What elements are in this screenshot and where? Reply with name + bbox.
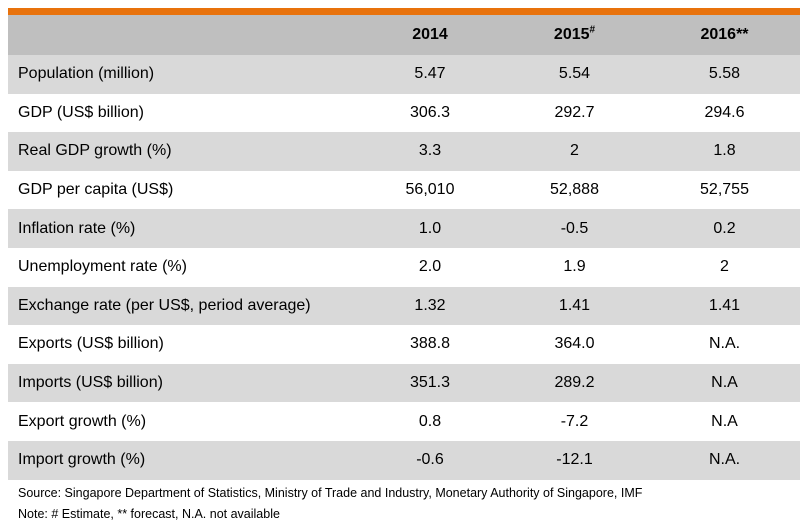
- table-row: Inflation rate (%) 1.0 -0.5 0.2: [8, 209, 800, 248]
- cell-value: N.A.: [649, 325, 800, 364]
- economic-indicators-table: 2014 2015# 2016** Population (million) 5…: [8, 15, 800, 480]
- row-label: Unemployment rate (%): [8, 247, 360, 287]
- cell-value: 1.41: [649, 286, 800, 326]
- cell-value: 2: [649, 247, 800, 287]
- cell-value: 3.3: [360, 132, 500, 171]
- row-label: Real GDP growth (%): [8, 132, 360, 171]
- row-label: Exports (US$ billion): [8, 325, 360, 364]
- cell-value: -0.6: [360, 440, 500, 480]
- cell-value: -0.5: [500, 209, 649, 248]
- cell-value: 1.8: [649, 132, 800, 171]
- row-label: Exchange rate (per US$, period average): [8, 286, 360, 326]
- cell-value: 306.3: [360, 93, 500, 133]
- table-row: Real GDP growth (%) 3.3 2 1.8: [8, 132, 800, 171]
- cell-value: 388.8: [360, 325, 500, 364]
- cell-value: 1.0: [360, 209, 500, 248]
- cell-value: 0.8: [360, 402, 500, 441]
- estimate-marker: #: [589, 24, 596, 36]
- table-row: Exchange rate (per US$, period average) …: [8, 286, 800, 326]
- row-label: Inflation rate (%): [8, 209, 360, 248]
- table-notes: Source: Singapore Department of Statisti…: [18, 483, 642, 525]
- table-header-row: 2014 2015# 2016**: [8, 15, 800, 55]
- row-label: GDP (US$ billion): [8, 93, 360, 133]
- table-row: GDP per capita (US$) 56,010 52,888 52,75…: [8, 170, 800, 210]
- cell-value: N.A: [649, 363, 800, 403]
- table-row: Export growth (%) 0.8 -7.2 N.A: [8, 402, 800, 441]
- cell-value: 1.9: [500, 247, 649, 287]
- cell-value: 5.47: [360, 55, 500, 94]
- cell-value: -12.1: [500, 440, 649, 480]
- cell-value: -7.2: [500, 402, 649, 441]
- source-note: Source: Singapore Department of Statisti…: [18, 486, 643, 500]
- table-row: Population (million) 5.47 5.54 5.58: [8, 55, 800, 94]
- cell-value: 2.0: [360, 247, 500, 287]
- row-label: Import growth (%): [8, 440, 360, 480]
- cell-value: 292.7: [500, 93, 649, 133]
- row-label: Export growth (%): [8, 402, 360, 441]
- row-label: GDP per capita (US$): [8, 170, 360, 210]
- table-row: Exports (US$ billion) 388.8 364.0 N.A.: [8, 325, 800, 364]
- header-2014: 2014: [360, 15, 500, 55]
- cell-value: 0.2: [649, 209, 800, 248]
- cell-value: 1.41: [500, 286, 649, 326]
- header-2015: 2015#: [500, 15, 649, 55]
- cell-value: 5.58: [649, 55, 800, 94]
- cell-value: 1.32: [360, 286, 500, 326]
- cell-value: 52,755: [649, 170, 800, 210]
- header-indicator: [8, 15, 360, 55]
- accent-bar: [8, 8, 800, 15]
- cell-value: 294.6: [649, 93, 800, 133]
- row-label: Imports (US$ billion): [8, 363, 360, 403]
- row-label: Population (million): [8, 55, 360, 94]
- cell-value: 364.0: [500, 325, 649, 364]
- table-row: Unemployment rate (%) 2.0 1.9 2: [8, 247, 800, 287]
- cell-value: 52,888: [500, 170, 649, 210]
- cell-value: N.A.: [649, 440, 800, 480]
- cell-value: 56,010: [360, 170, 500, 210]
- legend-note: Note: # Estimate, ** forecast, N.A. not …: [18, 507, 280, 521]
- cell-value: 2: [500, 132, 649, 171]
- table-row: Imports (US$ billion) 351.3 289.2 N.A: [8, 363, 800, 403]
- cell-value: N.A: [649, 402, 800, 441]
- table-row: GDP (US$ billion) 306.3 292.7 294.6: [8, 93, 800, 133]
- cell-value: 351.3: [360, 363, 500, 403]
- table-row: Import growth (%) -0.6 -12.1 N.A.: [8, 440, 800, 480]
- cell-value: 5.54: [500, 55, 649, 94]
- header-2016: 2016**: [649, 15, 800, 55]
- cell-value: 289.2: [500, 363, 649, 403]
